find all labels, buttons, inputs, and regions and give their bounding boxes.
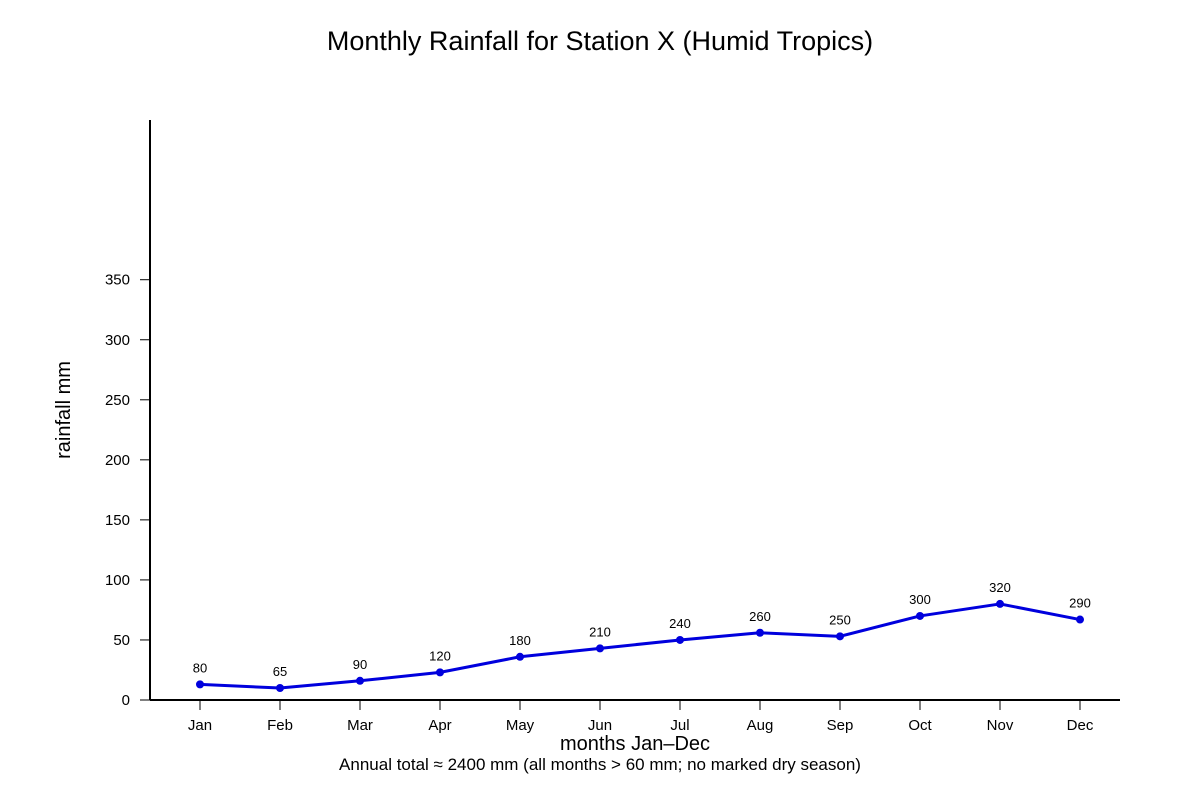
- data-point: [996, 599, 1004, 608]
- y-tick-label: 300: [105, 332, 130, 349]
- x-tick-label: May: [506, 717, 535, 734]
- data-label: 300: [909, 592, 931, 607]
- y-tick-label: 50: [113, 632, 130, 649]
- y-axis-title: rainfall mm: [53, 361, 75, 459]
- data-point: [676, 635, 684, 644]
- x-tick-label: Apr: [428, 717, 451, 734]
- data-label: 120: [429, 648, 451, 663]
- x-tick-label: Jul: [670, 717, 689, 734]
- data-label: 240: [669, 616, 691, 631]
- chart-caption: Annual total ≈ 2400 mm (all months > 60 …: [339, 755, 861, 774]
- data-point: [1076, 615, 1084, 624]
- x-tick-label: Feb: [267, 717, 293, 734]
- data-label: 320: [989, 580, 1011, 595]
- chart-title: Monthly Rainfall for Station X (Humid Tr…: [327, 26, 873, 56]
- data-label: 90: [353, 657, 367, 672]
- data-label: 180: [509, 633, 531, 648]
- data-point: [516, 652, 524, 661]
- data-point: [756, 628, 764, 637]
- x-tick-label: Jan: [188, 717, 212, 734]
- y-tick-label: 150: [105, 512, 130, 529]
- data-point: [916, 611, 924, 620]
- x-tick-label: Oct: [908, 717, 932, 734]
- data-label: 80: [193, 660, 207, 675]
- x-tick-label: Nov: [987, 717, 1014, 734]
- x-tick-label: Mar: [347, 717, 373, 734]
- x-tick-label: Dec: [1067, 717, 1094, 734]
- data-label: 290: [1069, 596, 1091, 611]
- data-label: 210: [589, 624, 611, 639]
- x-tick-label: Jun: [588, 717, 612, 734]
- series-group: 80 65 90 120 180 210 240 260 250 300 320 290: [193, 580, 1091, 692]
- series-line: [199, 602, 1081, 690]
- data-point: [836, 632, 844, 641]
- data-label: 250: [829, 612, 851, 627]
- data-point: [596, 644, 604, 653]
- x-ticks: Jan Feb Mar Apr May Jun Jul Aug Sep Oct Nov Dec: [188, 700, 1094, 734]
- y-tick-label: 100: [105, 572, 130, 589]
- x-axis-title: months Jan–Dec: [560, 733, 710, 755]
- y-tick-label: 200: [105, 452, 130, 469]
- y-ticks: 0 50 100 150 200 250 300 350: [105, 272, 150, 709]
- x-tick-label: Aug: [747, 717, 774, 734]
- data-point: [196, 680, 204, 689]
- data-point: [436, 668, 444, 677]
- data-label: 260: [749, 609, 771, 624]
- x-tick-label: Sep: [827, 717, 854, 734]
- axes: [149, 120, 1120, 701]
- y-tick-label: 0: [122, 692, 130, 709]
- y-tick-label: 350: [105, 272, 130, 289]
- data-point: [356, 676, 364, 685]
- y-tick-label: 250: [105, 392, 130, 409]
- data-label: 65: [273, 664, 287, 679]
- data-point: [276, 683, 284, 692]
